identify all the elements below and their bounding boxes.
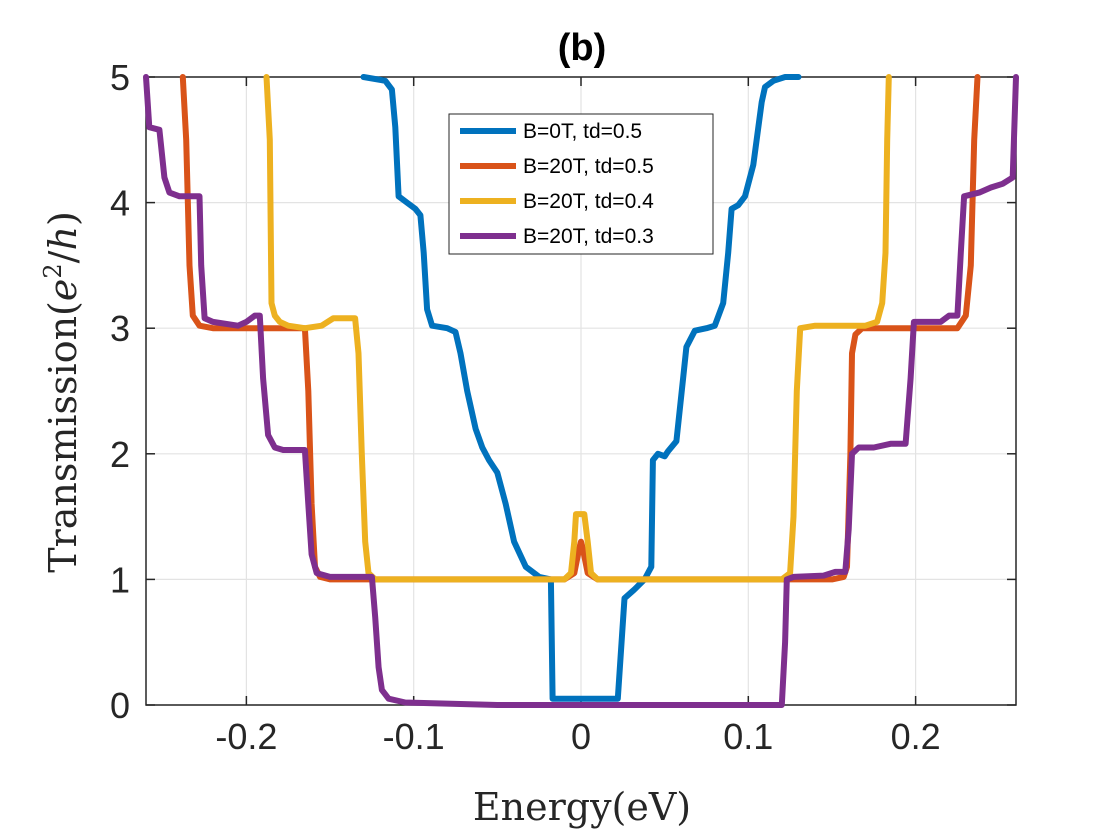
y-axis-label-slash: / (41, 250, 85, 263)
y-tick-label: 2 (110, 434, 130, 475)
y-axis-label-superscript: 2 (39, 263, 67, 278)
y-tick-label: 1 (110, 559, 130, 600)
series-line-2 (179, 74, 981, 583)
y-tick-label: 5 (110, 57, 130, 98)
y-tick-label: 0 (110, 685, 130, 726)
legend-label-1: B=0T, td=0.5 (523, 120, 642, 143)
legend-label-2: B=20T, td=0.5 (523, 155, 654, 178)
x-tick-label: -0.1 (383, 716, 445, 757)
axis-ticks: -0.2 -0.1 0 0.1 0.2 0 1 2 3 4 5 (110, 57, 1016, 757)
series-line-3 (263, 74, 892, 583)
x-axis-label: Energy(eV) (473, 785, 691, 829)
legend: B=0T, td=0.5 B=20T, td=0.5 B=20T, td=0.4 B=… (448, 113, 714, 255)
y-tick-label: 4 (110, 183, 130, 224)
y-axis-label: Transmission(e2/h) (39, 211, 85, 573)
x-tick-label: -0.2 (215, 716, 277, 757)
y-tick-label: 3 (110, 308, 130, 349)
legend-label-4: B=20T, td=0.3 (523, 225, 654, 248)
x-tick-label: 0.1 (723, 716, 773, 757)
chart-title: (b) (558, 27, 607, 69)
series-line-4 (143, 74, 1019, 708)
y-axis-label-prefix: Transmission( (41, 301, 85, 573)
series-line-1 (360, 74, 802, 702)
legend-label-3: B=20T, td=0.4 (523, 190, 654, 213)
x-tick-label: 0 (571, 716, 591, 757)
y-axis-label-close: ) (41, 211, 85, 226)
y-axis-label-base: e (41, 279, 85, 302)
x-tick-label: 0.2 (891, 716, 941, 757)
series-lines (143, 74, 1019, 708)
y-axis-label-var: h (41, 226, 85, 250)
legend-box (448, 113, 714, 255)
